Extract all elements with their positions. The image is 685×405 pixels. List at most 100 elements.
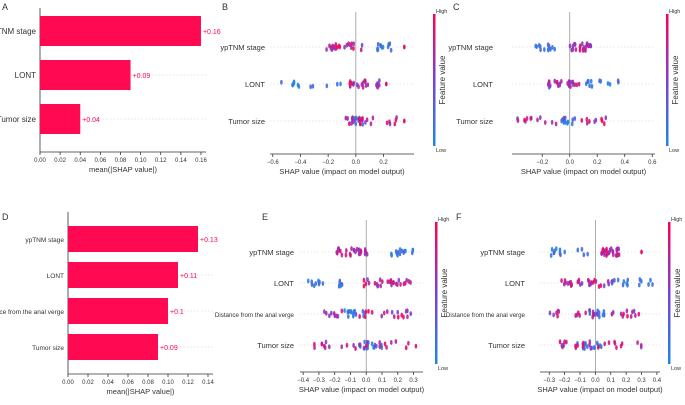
data-point bbox=[321, 281, 325, 286]
colorbar-low-label: Low bbox=[671, 366, 681, 372]
x-tick-label: 0.14 bbox=[175, 158, 187, 164]
data-point bbox=[325, 47, 328, 52]
data-point bbox=[559, 252, 562, 258]
x-tick-label: 0.2 bbox=[622, 378, 631, 384]
data-point bbox=[610, 311, 614, 317]
data-point bbox=[348, 309, 351, 314]
data-point bbox=[370, 309, 374, 315]
data-point bbox=[318, 279, 321, 285]
data-point bbox=[344, 252, 348, 258]
data-point bbox=[651, 282, 654, 287]
data-point bbox=[556, 308, 560, 314]
data-point bbox=[553, 78, 557, 84]
data-point bbox=[570, 47, 574, 53]
data-point bbox=[637, 311, 641, 317]
x-tick-label: −0.1 bbox=[574, 378, 587, 384]
data-point bbox=[339, 248, 342, 254]
data-point bbox=[414, 343, 418, 349]
category-label: LONT bbox=[15, 71, 36, 80]
data-point bbox=[340, 252, 344, 258]
data-point bbox=[352, 247, 356, 253]
data-point bbox=[603, 341, 606, 347]
data-point bbox=[362, 345, 366, 351]
x-tick-label: 0.14 bbox=[202, 380, 214, 386]
data-point bbox=[381, 279, 384, 285]
data-point bbox=[586, 344, 589, 350]
data-point bbox=[357, 251, 361, 257]
data-point bbox=[562, 115, 566, 121]
data-point bbox=[546, 47, 550, 52]
data-point bbox=[336, 81, 339, 87]
data-point bbox=[568, 43, 572, 49]
colorbar-low-label: Low bbox=[438, 366, 448, 372]
data-point bbox=[385, 81, 388, 87]
panel-letter: B bbox=[222, 2, 228, 12]
data-point bbox=[555, 79, 559, 85]
data-point bbox=[375, 82, 378, 88]
data-point bbox=[367, 280, 371, 286]
data-point bbox=[523, 117, 526, 123]
data-point bbox=[365, 251, 369, 257]
data-point bbox=[581, 48, 585, 53]
data-point bbox=[584, 48, 587, 53]
data-point bbox=[328, 43, 331, 49]
data-point bbox=[570, 282, 573, 288]
data-point bbox=[352, 41, 356, 47]
data-point bbox=[601, 246, 605, 252]
data-point bbox=[366, 277, 369, 282]
x-tick-label: 0.0 bbox=[362, 378, 371, 384]
data-point bbox=[359, 47, 363, 53]
x-tick-label: 0.2 bbox=[394, 378, 403, 384]
data-point bbox=[639, 342, 643, 348]
data-point bbox=[558, 247, 562, 253]
data-point bbox=[553, 46, 557, 52]
data-point bbox=[560, 118, 563, 124]
data-point bbox=[563, 249, 567, 255]
data-point bbox=[402, 314, 405, 320]
data-point bbox=[407, 340, 410, 346]
data-point bbox=[590, 84, 594, 89]
data-point bbox=[352, 80, 356, 86]
data-point bbox=[386, 279, 389, 285]
x-tick-label: 0.00 bbox=[62, 380, 74, 386]
data-point bbox=[582, 252, 586, 258]
data-point bbox=[312, 283, 316, 289]
panel-letter: A bbox=[2, 2, 8, 12]
data-point bbox=[626, 277, 630, 283]
data-point bbox=[385, 309, 389, 315]
value-label: +0.1 bbox=[170, 309, 184, 316]
data-point bbox=[357, 84, 360, 90]
data-point bbox=[599, 344, 603, 350]
data-point bbox=[571, 79, 574, 85]
data-point bbox=[360, 82, 364, 87]
data-point bbox=[619, 311, 623, 317]
data-point bbox=[600, 118, 604, 124]
panel-a: AypTNM stage +0.16 LONT +0.09 Tumor size +0.0… bbox=[0, 2, 221, 174]
data-point bbox=[376, 41, 380, 47]
data-point bbox=[584, 310, 587, 316]
data-point bbox=[549, 253, 553, 258]
data-point bbox=[351, 313, 355, 319]
data-point bbox=[605, 253, 608, 258]
data-point bbox=[328, 313, 331, 319]
data-point bbox=[350, 246, 353, 251]
category-label: Tumor size bbox=[32, 345, 64, 352]
data-point bbox=[363, 251, 367, 257]
data-point bbox=[361, 308, 365, 314]
data-point bbox=[310, 279, 314, 285]
data-point bbox=[549, 46, 552, 52]
data-point bbox=[352, 46, 355, 51]
x-tick-label: 0.3 bbox=[637, 378, 646, 384]
colorbar-title: Feature value bbox=[671, 55, 680, 104]
x-tick-label: −0.2 bbox=[559, 378, 572, 384]
feature-label: Tumor size bbox=[456, 117, 493, 126]
data-point bbox=[362, 283, 366, 289]
colorbar-title: Feature value bbox=[673, 268, 682, 317]
data-point bbox=[380, 313, 384, 319]
data-point bbox=[571, 117, 575, 123]
data-point bbox=[585, 116, 589, 122]
feature-label: ypTNM stage bbox=[249, 248, 294, 257]
data-point bbox=[349, 45, 353, 50]
data-point bbox=[392, 280, 396, 286]
data-point bbox=[280, 79, 283, 85]
